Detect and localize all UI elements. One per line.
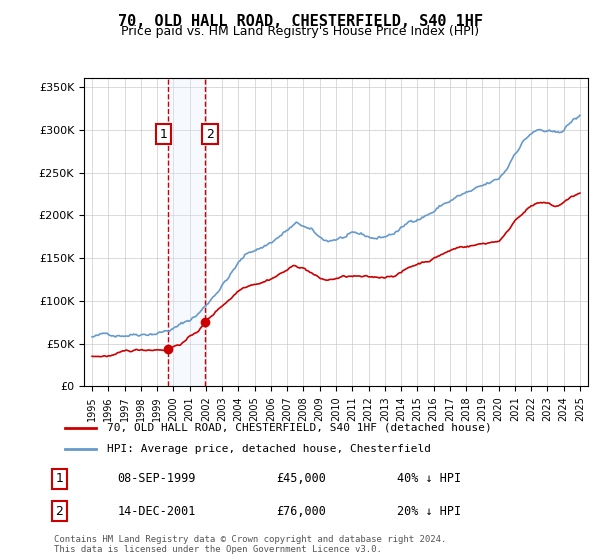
Text: Contains HM Land Registry data © Crown copyright and database right 2024.
This d: Contains HM Land Registry data © Crown c…	[54, 535, 446, 554]
Text: £76,000: £76,000	[276, 505, 326, 517]
Text: HPI: Average price, detached house, Chesterfield: HPI: Average price, detached house, Ches…	[107, 444, 431, 454]
Text: 40% ↓ HPI: 40% ↓ HPI	[397, 473, 461, 486]
Bar	[169, 78, 205, 386]
Text: 2: 2	[206, 128, 214, 141]
Text: 2: 2	[55, 505, 63, 517]
Text: 70, OLD HALL ROAD, CHESTERFIELD, S40 1HF: 70, OLD HALL ROAD, CHESTERFIELD, S40 1HF	[118, 14, 482, 29]
Text: 1: 1	[55, 473, 63, 486]
Text: 20% ↓ HPI: 20% ↓ HPI	[397, 505, 461, 517]
Text: Price paid vs. HM Land Registry's House Price Index (HPI): Price paid vs. HM Land Registry's House …	[121, 25, 479, 38]
Text: 70, OLD HALL ROAD, CHESTERFIELD, S40 1HF (detached house): 70, OLD HALL ROAD, CHESTERFIELD, S40 1HF…	[107, 423, 491, 433]
Text: 08-SEP-1999: 08-SEP-1999	[118, 473, 196, 486]
Text: 1: 1	[160, 128, 167, 141]
Text: 14-DEC-2001: 14-DEC-2001	[118, 505, 196, 517]
Text: £45,000: £45,000	[276, 473, 326, 486]
